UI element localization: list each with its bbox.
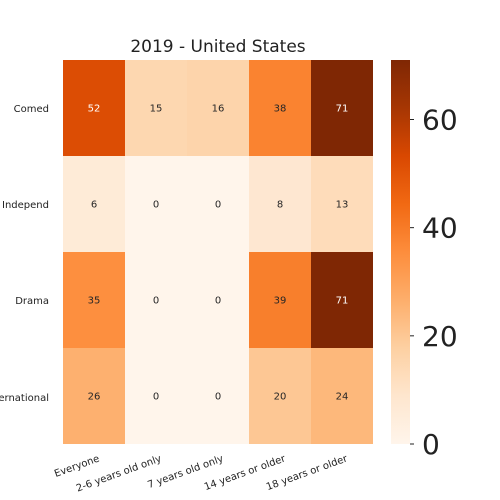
cell-value-label: 0 bbox=[215, 392, 221, 403]
colorbar-tick-label: 20 bbox=[422, 320, 458, 353]
column-label: Everyone bbox=[53, 453, 101, 479]
heatmap-cell bbox=[125, 252, 187, 348]
cell-value-label: 13 bbox=[336, 200, 349, 211]
heatmap-cell bbox=[311, 252, 373, 348]
cell-value-label: 0 bbox=[215, 200, 221, 211]
heatmap-cell bbox=[187, 156, 249, 252]
cell-value-label: 52 bbox=[88, 104, 101, 115]
cell-value-label: 20 bbox=[274, 392, 287, 403]
heatmap-cell bbox=[187, 252, 249, 348]
cell-value-label: 24 bbox=[336, 392, 349, 403]
colorbar-ticks: 0 20 40 60 bbox=[410, 103, 458, 461]
heatmap-cell bbox=[249, 156, 311, 252]
heatmap-cell bbox=[249, 60, 311, 156]
heatmap-cell bbox=[249, 252, 311, 348]
cell-value-label: 0 bbox=[153, 200, 159, 211]
row-label: Drama bbox=[15, 296, 49, 307]
cell-value-label: 0 bbox=[215, 296, 221, 307]
heatmap-cell bbox=[187, 348, 249, 444]
colorbar-tick-label: 60 bbox=[422, 103, 458, 136]
cell-value-label: 71 bbox=[336, 104, 349, 115]
heatmap-cell bbox=[125, 348, 187, 444]
heatmap-cell bbox=[311, 60, 373, 156]
heatmap-cell bbox=[187, 60, 249, 156]
heatmap-cell bbox=[63, 252, 125, 348]
colorbar-tick-label: 40 bbox=[422, 212, 458, 245]
chart-title: 2019 - United States bbox=[130, 37, 305, 57]
cell-value-label: 0 bbox=[153, 392, 159, 403]
colorbar bbox=[391, 60, 410, 444]
heatmap-cells: 52 15 16 38 71 6 0 0 8 13 35 0 0 39 71 26 0 0 20 24 bbox=[63, 60, 373, 444]
heatmap-cell bbox=[311, 348, 373, 444]
heatmap-cell bbox=[63, 156, 125, 252]
cell-value-label: 39 bbox=[274, 296, 287, 307]
cell-value-label: 35 bbox=[88, 296, 101, 307]
cell-value-label: 38 bbox=[274, 104, 287, 115]
cell-value-label: 15 bbox=[150, 104, 163, 115]
colorbar-tick-label: 0 bbox=[422, 428, 440, 461]
row-label: Comed bbox=[14, 104, 49, 115]
heatmap-cell bbox=[63, 348, 125, 444]
cell-value-label: 0 bbox=[153, 296, 159, 307]
row-label: Independ bbox=[2, 200, 49, 211]
cell-value-label: 71 bbox=[336, 296, 349, 307]
heatmap-cell bbox=[249, 348, 311, 444]
heatmap-cell bbox=[125, 60, 187, 156]
cell-value-label: 6 bbox=[91, 200, 97, 211]
row-labels: Comed Independ Drama International bbox=[0, 104, 49, 404]
cell-value-label: 16 bbox=[212, 104, 225, 115]
cell-value-label: 8 bbox=[277, 200, 283, 211]
heatmap-cell bbox=[63, 60, 125, 156]
heatmap-cell bbox=[125, 156, 187, 252]
cell-value-label: 26 bbox=[88, 392, 101, 403]
row-label: International bbox=[0, 393, 49, 404]
heatmap-cell bbox=[311, 156, 373, 252]
